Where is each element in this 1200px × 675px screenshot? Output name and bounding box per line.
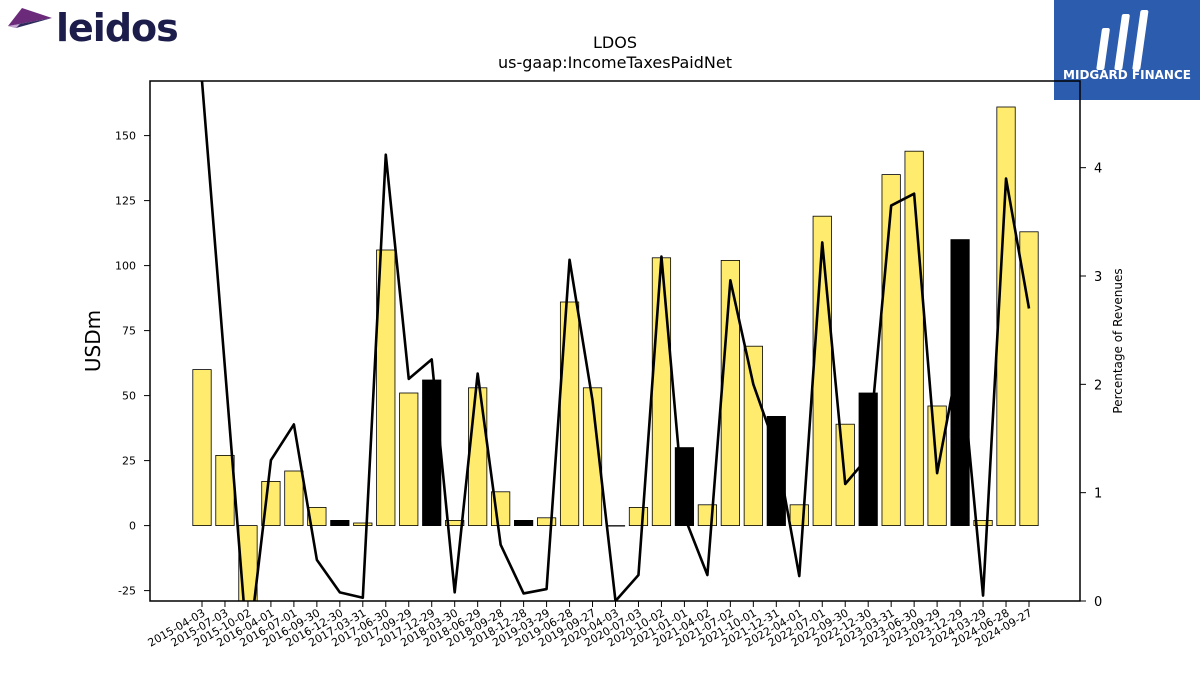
y2-axis-label: Percentage of Revenues (1111, 268, 1125, 413)
bar-2020-04-03 (605, 525, 626, 527)
bar-2018-03-30 (445, 520, 465, 527)
y-tick-label: 150 (115, 130, 136, 143)
midgard-finance-name: MIDGARD FINANCE (1063, 68, 1191, 82)
bar-2023-12-29 (950, 239, 970, 527)
midgard-mark-icon (1096, 10, 1149, 70)
bar-2019-06-28 (559, 301, 580, 527)
bar-2016-12-30 (330, 520, 350, 527)
y2-tick-label: 4 (1094, 162, 1102, 177)
bar-2022-12-30 (858, 392, 878, 527)
leidos-logo: leidos (8, 4, 183, 54)
bar-2018-06-29 (468, 387, 488, 526)
bar-2024-03-29 (973, 520, 993, 527)
y2-tick-label: 1 (1094, 487, 1102, 502)
bar-2017-06-30 (376, 249, 396, 527)
bar-2021-07-02 (720, 259, 740, 527)
y-axis-left: -25 0 25 50 75 100 125 150 (115, 130, 150, 598)
chart-subtitle: us-gaap:IncomeTaxesPaidNet (498, 53, 732, 72)
bar-2015-04-03 (192, 369, 212, 527)
y-tick-label: 125 (115, 195, 136, 208)
bar-2021-12-31 (766, 415, 786, 526)
bar-2022-07-01 (812, 215, 832, 526)
y-tick-label: 50 (122, 390, 136, 403)
y-tick-label: 25 (122, 455, 136, 468)
bar-2020-10-02 (651, 257, 672, 526)
bar-2024-09-27 (1019, 231, 1039, 526)
midgard-finance-logo: MIDGARD FINANCE (1054, 0, 1200, 100)
y2-tick-label: 2 (1094, 378, 1102, 393)
y-axis-right: 0 1 2 3 4 (1080, 162, 1102, 610)
y-tick-label: 0 (129, 520, 136, 533)
chart-title: LDOS (593, 33, 637, 52)
leidos-mark-icon (8, 8, 52, 28)
percentage-line (200, 81, 1031, 601)
line-series (200, 81, 1031, 601)
leidos-wordmark: leidos (56, 6, 179, 50)
bar-2021-10-01 (743, 345, 763, 527)
y2-tick-label: 3 (1094, 270, 1102, 285)
bar-2016-09-30 (307, 506, 327, 526)
bar-2019-03-29 (536, 517, 557, 526)
bar-2015-07-03 (215, 454, 235, 526)
bar-2017-03-31 (353, 522, 373, 526)
y-tick-label: -25 (118, 585, 136, 598)
bar-2016-07-01 (284, 470, 304, 526)
y2-tick-label: 0 (1094, 595, 1102, 610)
bar-2017-09-29 (399, 392, 419, 527)
bar-2020-07-03 (628, 506, 649, 526)
bar-2023-03-31 (881, 174, 901, 527)
y-tick-label: 100 (115, 260, 136, 273)
y-tick-label: 75 (122, 325, 136, 338)
bar-2018-12-28 (514, 520, 534, 527)
bar-2017-12-29 (422, 379, 442, 527)
y-axis-label: USDm (81, 310, 105, 372)
bar-series (192, 106, 1039, 601)
bar-2022-04-01 (789, 504, 809, 526)
bar-2019-09-27 (582, 387, 603, 526)
x-axis: 2015-04-032015-07-032015-10-022016-04-01… (146, 601, 1035, 650)
